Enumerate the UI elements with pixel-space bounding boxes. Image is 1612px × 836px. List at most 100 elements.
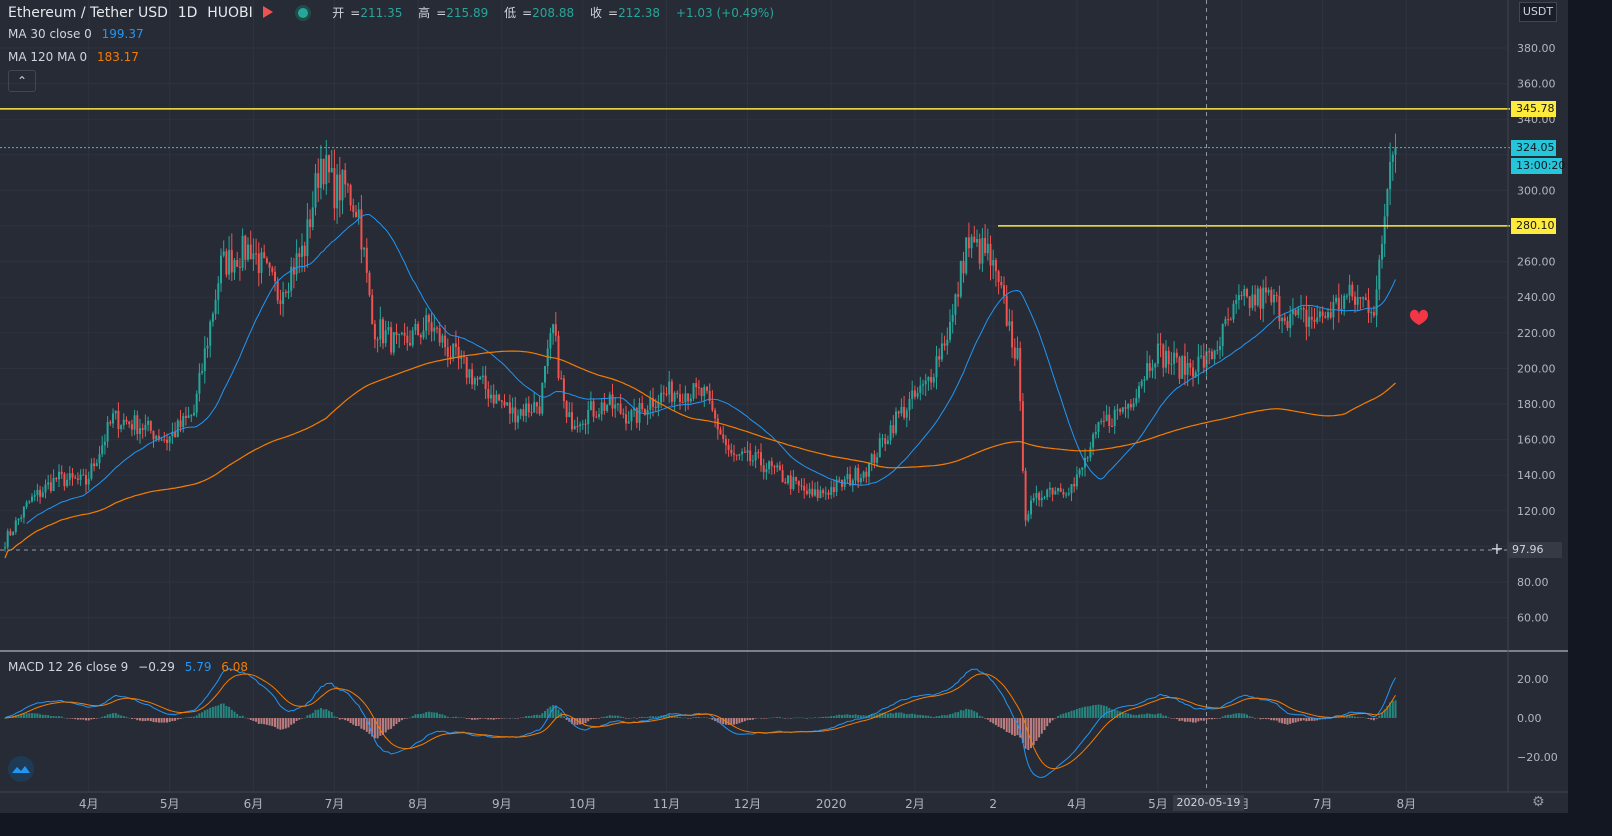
currency-label[interactable]: USDT <box>1519 2 1557 22</box>
macd-bar <box>1113 709 1116 718</box>
candle <box>1127 403 1130 419</box>
candle <box>1297 305 1300 319</box>
candle <box>490 385 492 403</box>
macd-bar <box>427 711 430 718</box>
macd-bar <box>147 718 150 721</box>
candle <box>130 419 133 437</box>
macd-bar <box>417 714 420 718</box>
candle <box>66 473 69 488</box>
macd-bar <box>344 718 347 721</box>
flag-icon[interactable] <box>262 6 273 18</box>
macd-bar <box>1248 716 1251 718</box>
candle <box>592 398 595 423</box>
macd-bar <box>1337 716 1340 718</box>
macd-bar <box>892 713 895 718</box>
candle <box>587 400 590 435</box>
candle <box>1386 188 1389 229</box>
candle <box>857 464 860 488</box>
macd-bar <box>700 717 703 719</box>
candle <box>573 419 576 430</box>
macd-bar <box>1094 704 1097 718</box>
candle <box>371 289 374 325</box>
candle <box>716 414 719 440</box>
macd-bar <box>935 716 938 718</box>
ohlc-change: +1.03 (+0.49%) <box>675 6 775 20</box>
macd-bar <box>187 717 190 718</box>
candle <box>722 426 725 443</box>
candle <box>1113 406 1116 435</box>
macd-bar <box>247 718 249 719</box>
candle <box>22 506 25 524</box>
candle <box>579 421 582 433</box>
candle <box>1178 355 1181 385</box>
candle <box>1059 483 1062 493</box>
macd-bar <box>800 717 803 719</box>
macd-bar <box>581 718 584 724</box>
macd-legend[interactable]: MACD 12 26 close 9 −0.29 5.79 6.08 <box>8 660 254 674</box>
candle <box>581 419 584 430</box>
candle <box>1345 293 1348 300</box>
candle <box>708 383 711 405</box>
macd-tick-label: 0.00 <box>1517 712 1542 725</box>
macd-bar <box>592 718 595 719</box>
macd-bar <box>1016 718 1019 736</box>
macd-bar <box>630 717 633 719</box>
candle <box>781 464 784 483</box>
macd-bar <box>76 718 79 720</box>
ma120-line <box>4 350 1396 559</box>
macd-bar <box>149 718 152 722</box>
macd-bar <box>946 715 949 718</box>
macd-bar <box>716 718 719 723</box>
macd-bar <box>689 718 692 719</box>
candle <box>544 365 546 388</box>
candle <box>832 479 835 498</box>
ma120-legend[interactable]: MA 120 MA 0 183.17 <box>8 50 145 64</box>
macd-bar <box>1059 714 1062 718</box>
macd-bar <box>166 718 168 723</box>
candle <box>187 406 190 419</box>
candle <box>309 209 312 239</box>
macd-bar <box>211 706 214 718</box>
macd-bar <box>562 716 565 718</box>
candle <box>112 408 114 428</box>
candle <box>17 518 20 525</box>
candle <box>1389 142 1392 206</box>
candle <box>141 423 144 439</box>
candle <box>265 256 268 265</box>
candle <box>1035 485 1038 506</box>
chart-canvas[interactable]: 380.00360.00340.00300.00260.00240.00220.… <box>0 0 1568 813</box>
macd-bar <box>1240 713 1243 718</box>
macd-bar <box>1057 715 1059 718</box>
macd-bar <box>174 718 177 721</box>
time-tick-label: 2 <box>989 797 997 811</box>
candle <box>487 381 490 407</box>
candle <box>417 321 420 336</box>
logo-icon[interactable] <box>8 756 34 782</box>
time-tick-label: 7月 <box>1313 797 1333 811</box>
macd-bar <box>290 718 293 725</box>
macd-bar <box>136 718 139 721</box>
candle <box>479 375 482 380</box>
symbol-name[interactable]: Ethereum / Tether USD <box>8 5 168 21</box>
candle <box>20 514 23 523</box>
macd-bar <box>722 718 725 725</box>
candle <box>346 182 349 193</box>
candle <box>892 415 895 438</box>
candle <box>225 248 228 278</box>
macd-bar <box>1135 715 1138 718</box>
candle <box>1356 284 1359 312</box>
ma30-legend[interactable]: MA 30 close 0 199.37 <box>8 27 150 41</box>
candle <box>25 500 28 510</box>
macd-bar <box>371 718 374 737</box>
candle <box>1262 279 1265 323</box>
candle <box>287 282 290 300</box>
interval-label[interactable]: 1D <box>177 5 198 21</box>
symbol-legend: Ethereum / Tether USD 1D HUOBI 开 =211.35 … <box>8 4 780 21</box>
macd-bar <box>133 718 136 719</box>
candle <box>938 348 941 368</box>
collapse-legend-button[interactable]: ⌃ <box>8 70 36 92</box>
gear-icon[interactable]: ⚙ <box>1532 794 1545 810</box>
candle <box>12 530 15 536</box>
macd-bar <box>436 712 438 718</box>
candle <box>684 385 687 412</box>
